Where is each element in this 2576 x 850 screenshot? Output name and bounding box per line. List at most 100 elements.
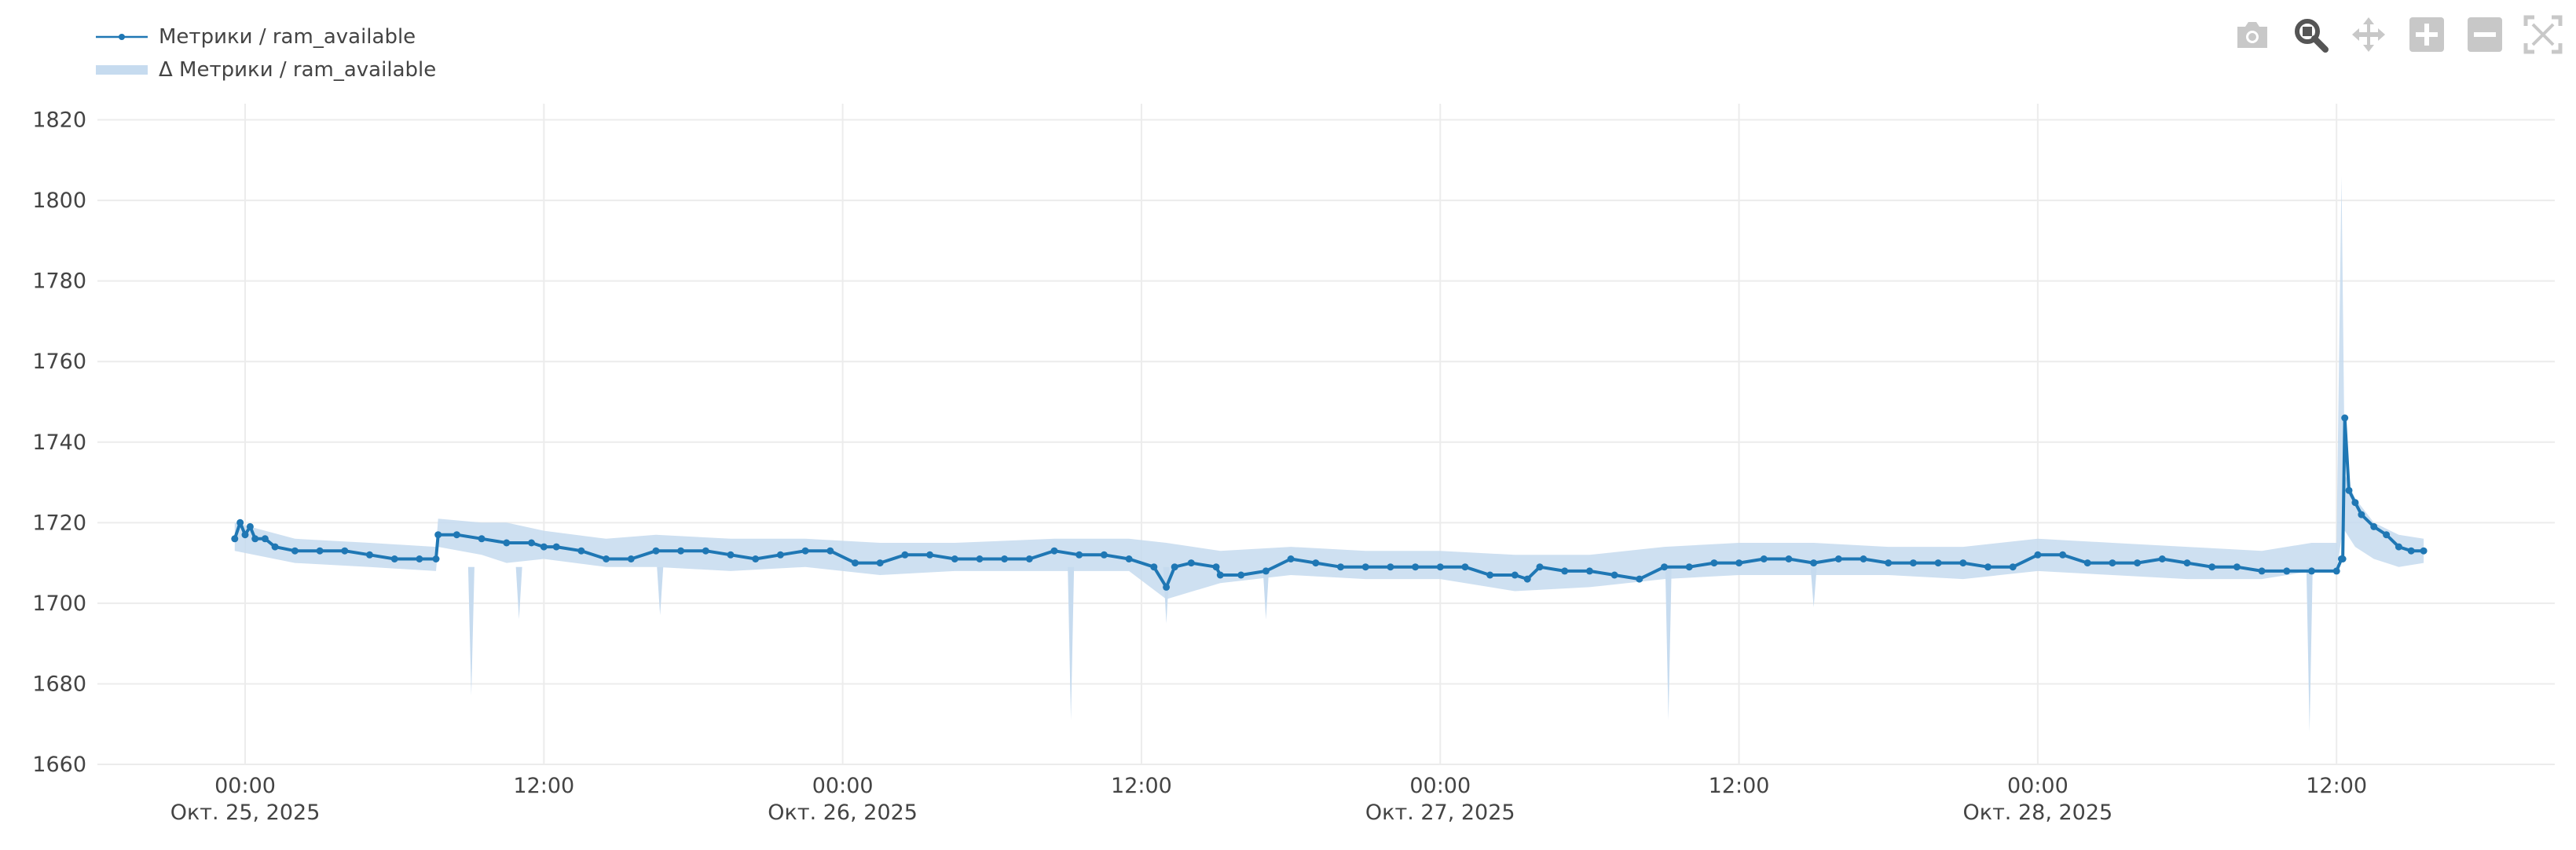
data-point[interactable] [1337,563,1344,571]
data-point[interactable] [1461,563,1469,571]
data-point[interactable] [1760,555,1768,562]
data-point[interactable] [2283,567,2291,575]
data-point[interactable] [1125,555,1133,562]
data-point[interactable] [1785,555,1793,562]
data-point[interactable] [1810,559,1818,567]
data-point[interactable] [2158,555,2166,562]
data-point[interactable] [1661,563,1668,571]
data-point[interactable] [1387,563,1394,571]
data-point[interactable] [1511,571,1519,579]
data-point[interactable] [1436,563,1444,571]
data-point[interactable] [1685,563,1693,571]
data-point[interactable] [316,547,324,555]
data-point[interactable] [976,555,984,562]
data-point[interactable] [1834,555,1842,562]
data-point[interactable] [251,535,259,543]
data-point[interactable] [2420,547,2428,555]
data-point[interactable] [453,531,460,539]
data-point[interactable] [801,547,809,555]
data-point[interactable] [1585,567,1593,575]
data-point[interactable] [478,535,486,543]
data-point[interactable] [2339,555,2347,562]
data-point[interactable] [1959,559,1967,567]
data-point[interactable] [1212,563,1220,571]
data-point[interactable] [1523,575,1531,583]
data-point[interactable] [246,522,254,530]
data-point[interactable] [416,555,423,562]
data-point[interactable] [627,555,635,562]
data-point[interactable] [2308,567,2315,575]
data-point[interactable] [1163,583,1171,591]
download-png-button[interactable] [2230,13,2274,57]
data-point[interactable] [1150,563,1158,571]
legend-item-delta-ram-available[interactable]: Δ Метрики / ram_available [96,53,436,86]
data-point[interactable] [1287,555,1295,562]
data-point[interactable] [2009,563,2017,571]
pan-button[interactable] [2347,13,2391,57]
data-point[interactable] [2208,563,2216,571]
data-point[interactable] [677,547,685,555]
data-point[interactable] [1262,567,1270,575]
data-point[interactable] [261,535,269,543]
data-point[interactable] [291,547,299,555]
data-point[interactable] [2083,559,2091,567]
data-point[interactable] [702,547,709,555]
data-point[interactable] [1361,563,1369,571]
data-point[interactable] [1636,575,1643,583]
data-point[interactable] [2341,414,2349,422]
autoscale-button[interactable] [2521,13,2565,57]
zoom-out-button[interactable] [2463,13,2507,57]
data-point[interactable] [2183,559,2191,567]
data-point[interactable] [2407,547,2415,555]
data-point[interactable] [876,559,884,567]
data-point[interactable] [1050,547,1058,555]
data-point[interactable] [1312,559,1320,567]
data-point[interactable] [2351,499,2359,507]
data-point[interactable] [776,551,784,559]
data-point[interactable] [2383,531,2391,539]
data-point[interactable] [1001,555,1009,562]
data-point[interactable] [1216,571,1224,579]
data-point[interactable] [901,551,909,559]
data-point[interactable] [390,555,398,562]
data-point[interactable] [434,531,442,539]
data-point[interactable] [727,551,735,559]
data-point[interactable] [2395,543,2402,551]
data-point[interactable] [1909,559,1917,567]
data-point[interactable] [432,555,440,562]
data-point[interactable] [2034,551,2042,559]
data-point[interactable] [603,555,610,562]
data-point[interactable] [652,547,660,555]
data-point[interactable] [540,543,548,551]
data-point[interactable] [1984,563,1992,571]
data-point[interactable] [2258,567,2266,575]
data-point[interactable] [1860,555,1867,562]
data-point[interactable] [341,547,349,555]
legend-item-ram-available[interactable]: Метрики / ram_available [96,20,436,53]
data-point[interactable] [926,551,934,559]
data-point[interactable] [503,539,511,547]
data-point[interactable] [1171,563,1178,571]
data-point[interactable] [552,543,560,551]
data-point[interactable] [1075,551,1083,559]
data-point[interactable] [241,531,249,539]
data-point[interactable] [1187,559,1195,567]
data-point[interactable] [1237,571,1245,579]
data-point[interactable] [271,543,279,551]
data-point[interactable] [2345,486,2353,494]
data-point[interactable] [2358,511,2365,518]
data-point[interactable] [231,535,239,543]
data-point[interactable] [2370,522,2378,530]
data-point[interactable] [2109,559,2116,567]
data-point[interactable] [1934,559,1942,567]
data-point[interactable] [2233,563,2241,571]
data-point[interactable] [1486,571,1494,579]
data-point[interactable] [852,559,859,567]
data-point[interactable] [752,555,760,562]
data-point[interactable] [1710,559,1718,567]
data-point[interactable] [1412,563,1420,571]
data-point[interactable] [951,555,958,562]
data-point[interactable] [1025,555,1033,562]
data-point[interactable] [2134,559,2142,567]
